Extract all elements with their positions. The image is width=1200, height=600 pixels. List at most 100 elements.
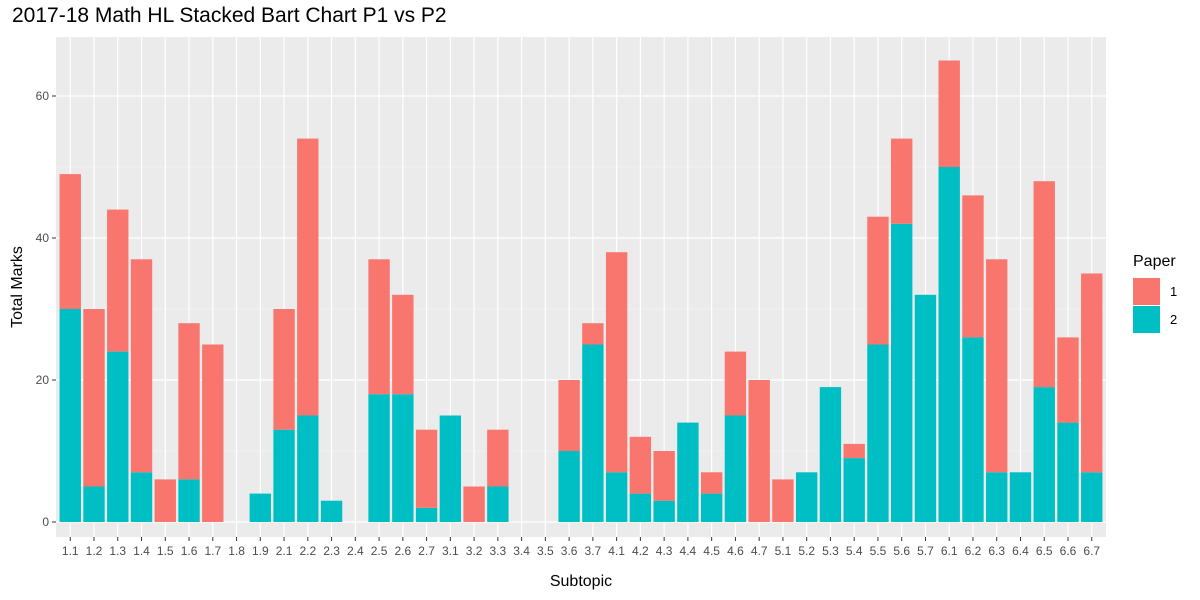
bar-segment-paper-1-4.5 xyxy=(700,472,723,494)
x-tick-label-2.6: 2.6 xyxy=(394,544,411,558)
bar-segment-paper-2-1.1 xyxy=(59,309,81,522)
bar-segment-paper-1-6.3 xyxy=(986,259,1008,473)
legend-label-paper-2: 2 xyxy=(1170,312,1177,327)
bar-segment-paper-1-6.7 xyxy=(1081,273,1103,473)
bar-segment-paper-1-4.6 xyxy=(724,351,747,416)
x-tick-label-4.1: 4.1 xyxy=(608,544,625,558)
bar-segment-paper-2-3.7 xyxy=(582,344,604,522)
x-tick-label-6.5: 6.5 xyxy=(1036,544,1053,558)
x-tick-label-2.3: 2.3 xyxy=(323,544,340,558)
bar-segment-paper-2-5.7 xyxy=(914,294,937,522)
x-tick-label-2.5: 2.5 xyxy=(371,544,388,558)
bar-segment-paper-2-6.1 xyxy=(938,167,960,522)
bar-segment-paper-1-2.1 xyxy=(273,309,295,430)
y-axis-title: Total Marks xyxy=(9,246,26,328)
x-tick-label-2.2: 2.2 xyxy=(299,544,316,558)
bar-segment-paper-1-2.6 xyxy=(392,294,414,395)
bar-segment-paper-2-3.3 xyxy=(487,486,509,522)
bar-segment-paper-2-4.5 xyxy=(700,493,723,522)
x-tick-label-5.7: 5.7 xyxy=(917,544,934,558)
x-axis-title: Subtopic xyxy=(550,573,612,590)
y-tick-label: 60 xyxy=(36,89,50,103)
x-tick-label-2.1: 2.1 xyxy=(276,544,293,558)
y-axis: 0 20 40 60 xyxy=(36,89,56,529)
bar-segment-paper-1-1.1 xyxy=(59,174,81,309)
legend-key-paper-1 xyxy=(1133,278,1160,305)
bar-segment-paper-2-1.4 xyxy=(130,472,153,522)
bar-segment-paper-1-3.3 xyxy=(487,429,509,487)
bar-segment-paper-2-1.9 xyxy=(249,493,271,522)
x-tick-label-4.5: 4.5 xyxy=(703,544,720,558)
bar-segment-paper-2-2.2 xyxy=(297,415,319,522)
x-tick-label-6.1: 6.1 xyxy=(941,544,958,558)
bar-segment-paper-2-4.1 xyxy=(605,472,628,522)
bar-segment-paper-1-4.7 xyxy=(748,380,770,522)
x-tick-label-1.3: 1.3 xyxy=(109,544,126,558)
bar-segment-paper-1-1.7 xyxy=(202,344,224,522)
bar-segment-paper-1-3.7 xyxy=(582,323,604,345)
bar-segment-paper-2-5.6 xyxy=(891,223,913,523)
bar-segment-paper-2-2.5 xyxy=(368,394,390,522)
x-tick-label-5.2: 5.2 xyxy=(798,544,815,558)
bar-segment-paper-1-2.7 xyxy=(415,429,438,508)
x-tick-label-4.3: 4.3 xyxy=(656,544,673,558)
x-tick-label-1.2: 1.2 xyxy=(86,544,103,558)
bar-segment-paper-1-5.6 xyxy=(891,138,913,224)
bar-segment-paper-1-2.2 xyxy=(297,138,319,416)
x-tick-label-6.4: 6.4 xyxy=(1012,544,1029,558)
bar-segment-paper-2-6.2 xyxy=(962,337,984,522)
bar-segment-paper-1-1.3 xyxy=(107,209,129,352)
bar-segment-paper-2-2.6 xyxy=(392,394,414,522)
bar-segment-paper-1-4.2 xyxy=(629,436,652,494)
bar-segment-paper-1-6.6 xyxy=(1057,337,1079,423)
x-tick-label-1.6: 1.6 xyxy=(181,544,198,558)
bar-segment-paper-2-2.3 xyxy=(320,500,343,522)
legend-title: Paper xyxy=(1133,253,1176,270)
x-tick-label-5.1: 5.1 xyxy=(775,544,792,558)
x-tick-label-3.6: 3.6 xyxy=(561,544,578,558)
x-tick-label-3.2: 3.2 xyxy=(466,544,483,558)
legend-key-paper-2 xyxy=(1133,306,1160,333)
x-tick-label-3.7: 3.7 xyxy=(585,544,602,558)
bar-segment-paper-1-5.5 xyxy=(867,216,889,345)
y-tick-label: 20 xyxy=(36,373,50,387)
bars xyxy=(59,60,1103,523)
legend-label-paper-1: 1 xyxy=(1170,284,1177,299)
x-tick-label-6.6: 6.6 xyxy=(1060,544,1077,558)
bar-segment-paper-1-1.6 xyxy=(178,323,200,480)
bar-segment-paper-2-3.1 xyxy=(439,415,462,522)
x-tick-label-3.5: 3.5 xyxy=(537,544,554,558)
x-tick-label-1.1: 1.1 xyxy=(62,544,79,558)
x-tick-label-5.5: 5.5 xyxy=(870,544,887,558)
x-tick-label-1.4: 1.4 xyxy=(133,544,150,558)
legend: Paper 1 2 xyxy=(1133,253,1177,333)
x-tick-label-2.4: 2.4 xyxy=(347,544,364,558)
y-tick-label: 0 xyxy=(42,515,49,529)
bar-segment-paper-1-6.1 xyxy=(938,60,960,167)
bar-segment-paper-1-2.5 xyxy=(368,259,390,395)
bar-segment-paper-1-4.1 xyxy=(605,252,628,473)
x-tick-label-5.3: 5.3 xyxy=(822,544,839,558)
bar-segment-paper-1-6.2 xyxy=(962,195,984,338)
bar-segment-paper-2-5.5 xyxy=(867,344,889,522)
x-tick-label-4.7: 4.7 xyxy=(751,544,768,558)
bar-segment-paper-1-4.3 xyxy=(653,451,675,501)
bar-segment-paper-2-4.4 xyxy=(677,422,699,522)
bar-segment-paper-2-1.3 xyxy=(107,351,129,522)
x-tick-label-3.1: 3.1 xyxy=(442,544,459,558)
x-tick-label-2.7: 2.7 xyxy=(418,544,435,558)
bar-segment-paper-2-6.6 xyxy=(1057,422,1079,522)
bar-segment-paper-2-2.7 xyxy=(415,507,438,522)
bar-segment-paper-1-1.5 xyxy=(154,479,176,522)
x-tick-label-1.7: 1.7 xyxy=(204,544,221,558)
bar-segment-paper-1-5.1 xyxy=(772,479,794,522)
x-tick-label-6.2: 6.2 xyxy=(965,544,982,558)
bar-segment-paper-2-5.4 xyxy=(843,458,865,522)
bar-segment-paper-2-6.4 xyxy=(1009,472,1032,522)
x-tick-label-6.7: 6.7 xyxy=(1083,544,1100,558)
x-tick-label-4.4: 4.4 xyxy=(680,544,697,558)
bar-segment-paper-1-1.4 xyxy=(130,259,153,473)
bar-segment-paper-2-5.2 xyxy=(795,472,818,522)
x-tick-label-4.6: 4.6 xyxy=(727,544,744,558)
bar-segment-paper-2-1.2 xyxy=(83,486,105,522)
